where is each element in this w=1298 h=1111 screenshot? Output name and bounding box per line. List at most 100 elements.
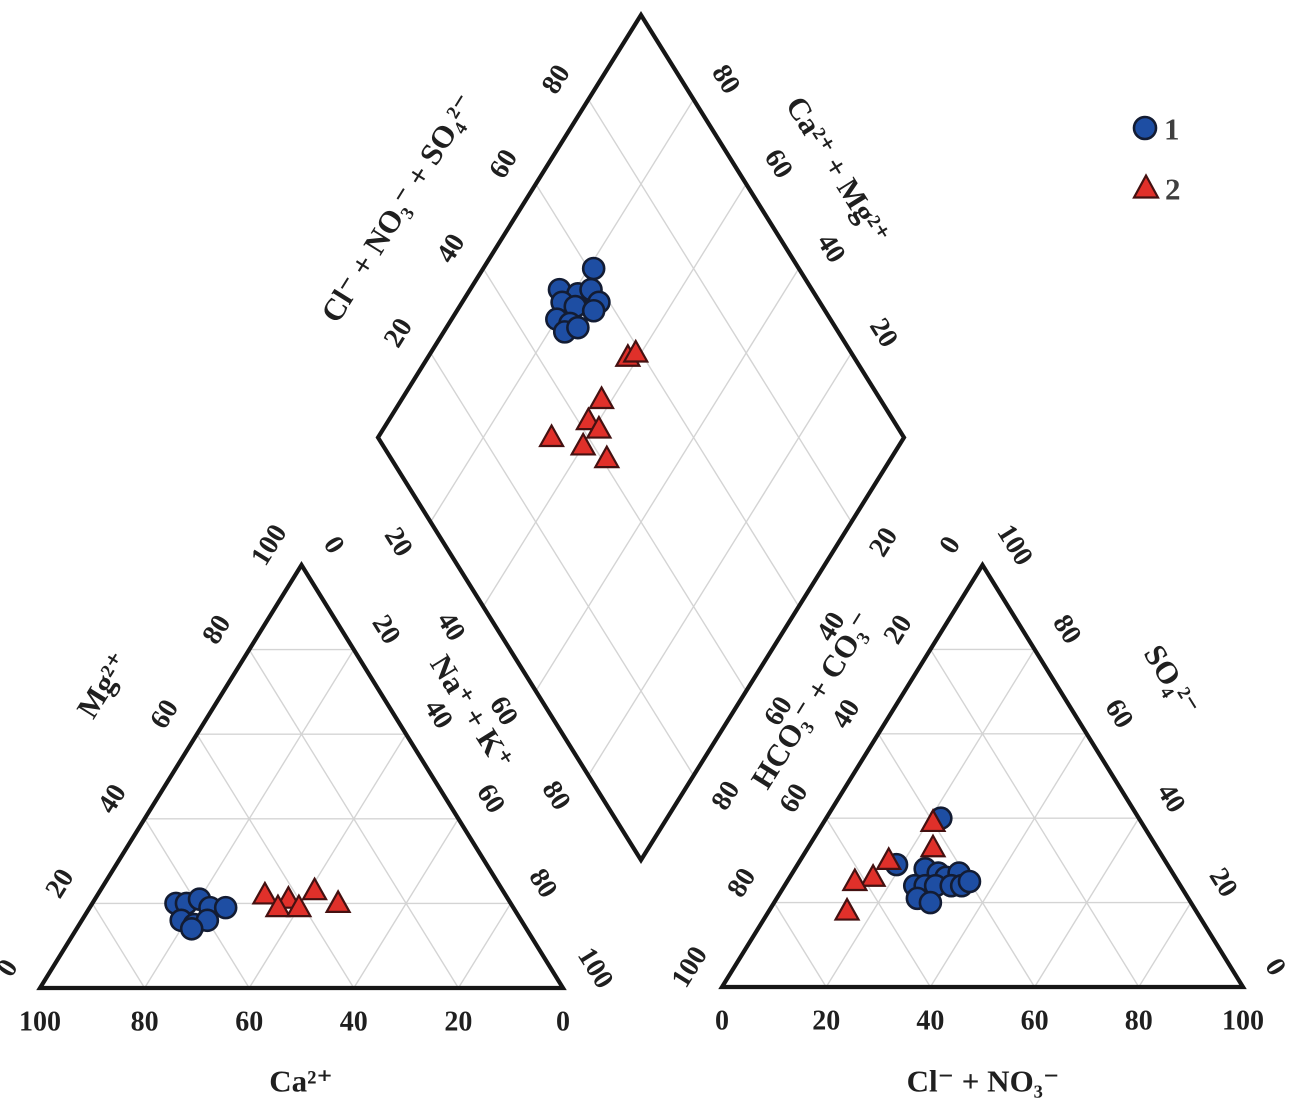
gridline (248, 733, 407, 989)
tick-label: 40 (340, 1007, 368, 1038)
tick-label: 20 (378, 522, 419, 562)
tick-label: 20 (812, 1006, 840, 1037)
data-point-series2-cation (251, 880, 279, 905)
data-point-series2-anion (833, 896, 861, 921)
tick-label: 100 (19, 1007, 61, 1038)
data-point-series2-anion (919, 808, 947, 833)
tick-label: 20 (378, 313, 419, 353)
data-point-series2-diamond (585, 414, 613, 439)
data-point-series2-cation (285, 893, 313, 918)
anion-triangle-outline (718, 561, 1247, 990)
data-point-series2-cation (264, 893, 292, 918)
tick-label: 80 (536, 775, 577, 815)
data-point-series2-diamond (569, 431, 597, 456)
cation-triangle-outline (36, 561, 567, 991)
axis-label-cl-no3: Cl⁻ + NO₃⁻ (907, 1064, 1060, 1099)
tick-label: 40 (916, 1006, 944, 1037)
gridline (825, 817, 931, 988)
tick-label: 20 (39, 863, 80, 903)
tick-label: 0 (317, 531, 351, 559)
data-point-series1-diamond (581, 256, 606, 281)
legend: 1 2 (1132, 112, 1181, 207)
data-point-series2-cation (301, 876, 328, 901)
tick-label: 80 (705, 59, 746, 99)
axis-label-ca: Ca²⁺ (269, 1064, 333, 1099)
gridline (482, 268, 747, 692)
gridline (248, 649, 459, 989)
tick-label: 0 (933, 531, 967, 559)
tick-label: 80 (131, 1007, 159, 1038)
tick-label: 40 (1151, 778, 1192, 818)
data-point-series2-diamond (622, 338, 650, 363)
legend-marker-triangle (1132, 173, 1160, 199)
tick-label: 20 (444, 1007, 472, 1038)
tick-label: 80 (1046, 609, 1087, 649)
diamond-outline (375, 11, 907, 864)
gridline (535, 183, 800, 607)
tick-label: 60 (1098, 694, 1139, 734)
gridline (196, 733, 355, 989)
tick-label: 60 (758, 144, 799, 184)
tick-label: 100 (571, 942, 620, 994)
tick-label: 20 (863, 522, 904, 562)
gridline (535, 268, 800, 692)
gridline (929, 733, 1088, 988)
data-point-series2-anion (875, 846, 903, 870)
gridline (587, 99, 852, 523)
tick-label: 100 (1222, 1006, 1264, 1037)
tick-label: 60 (483, 144, 524, 184)
tick-label: 0 (556, 1007, 570, 1038)
tick-label: 0 (715, 1006, 729, 1037)
data-point-series2-anion (919, 833, 947, 858)
axis-label-mg: Mg²⁺ (70, 646, 137, 724)
tick-label: 80 (721, 863, 762, 903)
tick-label: 100 (991, 519, 1040, 571)
axis-label-so4: SO₄²⁻ (1137, 638, 1207, 721)
data-point-series1-cation (179, 916, 204, 941)
tick-label: 20 (863, 313, 904, 353)
tick-label: 100 (665, 941, 714, 993)
legend-marker-circle (1132, 115, 1158, 141)
data-point-series2-anion (841, 867, 869, 892)
gridline (91, 903, 146, 989)
tick-label: 20 (366, 610, 407, 650)
tick-label: 80 (196, 610, 237, 650)
tick-label: 100 (245, 519, 294, 571)
data-point-series1-anion (918, 890, 943, 915)
gridline (773, 902, 827, 988)
data-point-series2-diamond (588, 385, 615, 410)
gridline (587, 352, 852, 776)
tick-label: 20 (1203, 863, 1244, 903)
tick-label: 40 (430, 228, 471, 268)
data-point-series2-anion (859, 863, 887, 887)
gridline (457, 903, 512, 989)
gridline (877, 733, 1036, 988)
data-point-series1-diamond (581, 298, 606, 323)
tick-label: 80 (522, 863, 563, 903)
tick-label: 60 (144, 694, 185, 734)
axis-label-cl-no3-so4: Cl⁻ + NO₃⁻ + SO₄²⁻ (314, 88, 483, 329)
tick-label: 80 (1125, 1006, 1153, 1037)
gridline (430, 352, 695, 776)
tick-label: 60 (235, 1007, 263, 1038)
data-point-series1-cation (213, 895, 238, 920)
gridline (482, 183, 747, 607)
tick-label: 0 (1258, 953, 1292, 981)
data-point-series2-diamond (538, 423, 565, 448)
legend-label-series2: 2 (1165, 172, 1181, 207)
gridline (1138, 902, 1192, 988)
tick-label: 40 (92, 779, 133, 819)
tick-label: 40 (430, 606, 471, 646)
tick-label: 80 (705, 775, 746, 815)
tick-label: 60 (470, 779, 511, 819)
data-point-series1-anion (957, 869, 982, 894)
tick-label: 80 (536, 59, 577, 99)
gridline (929, 649, 1140, 988)
tick-label: 60 (1021, 1006, 1049, 1037)
data-point-series2-cation (324, 889, 352, 913)
data-point-series1-diamond (566, 315, 590, 340)
tick-label: 20 (877, 609, 918, 649)
tick-label: 40 (810, 228, 851, 268)
